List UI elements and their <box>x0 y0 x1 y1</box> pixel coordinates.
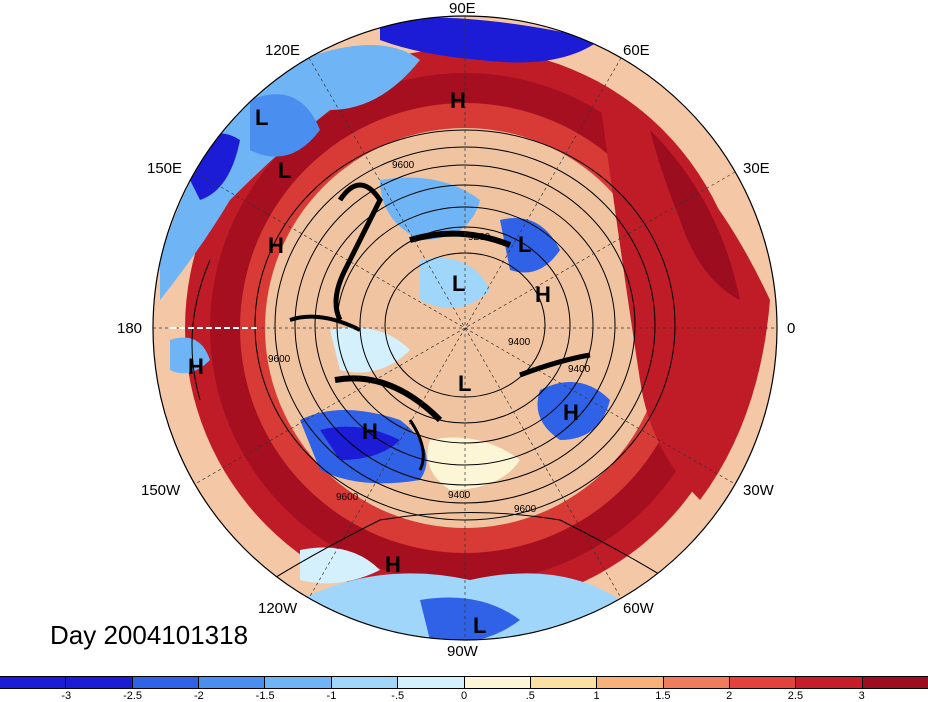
lon-label-120e: 120E <box>265 42 300 59</box>
colorbar-tick-label: 3 <box>859 690 865 702</box>
colorbar-segment <box>796 677 862 688</box>
pressure-center-marker: H <box>268 233 284 259</box>
pressure-center-marker: L <box>518 232 531 258</box>
pressure-center-marker: L <box>458 371 471 397</box>
contour-label: 9600 <box>268 354 291 365</box>
pressure-center-marker: H <box>362 419 378 445</box>
pressure-center-marker: L <box>452 271 465 297</box>
colorbar-tick-label: -3 <box>61 690 71 702</box>
date-label: Day 2004101318 <box>50 620 248 651</box>
colorbar-tick-label: -2.5 <box>123 690 142 702</box>
colorbar-segment <box>265 677 331 688</box>
colorbar-tick-label: -2 <box>194 690 204 702</box>
pressure-center-marker: L <box>255 105 268 131</box>
lon-label-90e: 90E <box>449 0 476 17</box>
lon-label-180: 180 <box>117 320 142 337</box>
contour-label: 9400 <box>448 490 471 501</box>
colorbar-tick-label: 2 <box>726 690 732 702</box>
colorbar-segment <box>332 677 398 688</box>
colorbar-tick-label: .5 <box>526 690 535 702</box>
colorbar-tick-label: 1 <box>594 690 600 702</box>
contour-label: 9200 <box>468 232 491 243</box>
colorbar-tick-label: 0 <box>461 690 467 702</box>
colorbar-tick-label: 1.5 <box>655 690 670 702</box>
pressure-center-marker: H <box>188 354 204 380</box>
colorbar-segment <box>664 677 730 688</box>
pressure-center-marker: H <box>450 88 466 114</box>
colorbar-segment <box>0 677 66 688</box>
colorbar-segment <box>199 677 265 688</box>
colorbar-segment <box>398 677 464 688</box>
pressure-center-marker: H <box>563 400 579 426</box>
colorbar <box>0 676 928 689</box>
colorbar-segment <box>465 677 531 688</box>
pressure-center-marker: L <box>473 613 486 639</box>
contour-label: 9600 <box>336 492 359 503</box>
colorbar-segment <box>597 677 663 688</box>
lon-label-30e: 30E <box>743 160 770 177</box>
lon-label-30w: 30W <box>743 482 774 499</box>
colorbar-tick-label: -.5 <box>391 690 404 702</box>
colorbar-segment <box>863 677 928 688</box>
colorbar-tick-label: -1.5 <box>256 690 275 702</box>
colorbar-segment <box>66 677 132 688</box>
colorbar-segment <box>531 677 597 688</box>
lon-label-90w: 90W <box>447 643 478 660</box>
colorbar-tick-label: -1 <box>327 690 337 702</box>
lon-label-150w: 150W <box>141 482 180 499</box>
pressure-center-marker: H <box>385 552 401 578</box>
contour-label: 9400 <box>568 364 591 375</box>
contour-label: 9400 <box>508 337 531 348</box>
colorbar-segment <box>730 677 796 688</box>
lon-label-60e: 60E <box>623 42 650 59</box>
lon-label-120w: 120W <box>258 600 297 617</box>
lon-label-0: 0 <box>787 320 795 337</box>
colorbar-segment <box>133 677 199 688</box>
contour-label: 9600 <box>514 504 537 515</box>
colorbar-tick-label: 2.5 <box>788 690 803 702</box>
pressure-center-marker: H <box>535 282 551 308</box>
contour-label: 9600 <box>392 160 415 171</box>
lon-label-150e: 150E <box>147 160 182 177</box>
lon-label-60w: 60W <box>623 600 654 617</box>
pressure-center-marker: L <box>278 158 291 184</box>
